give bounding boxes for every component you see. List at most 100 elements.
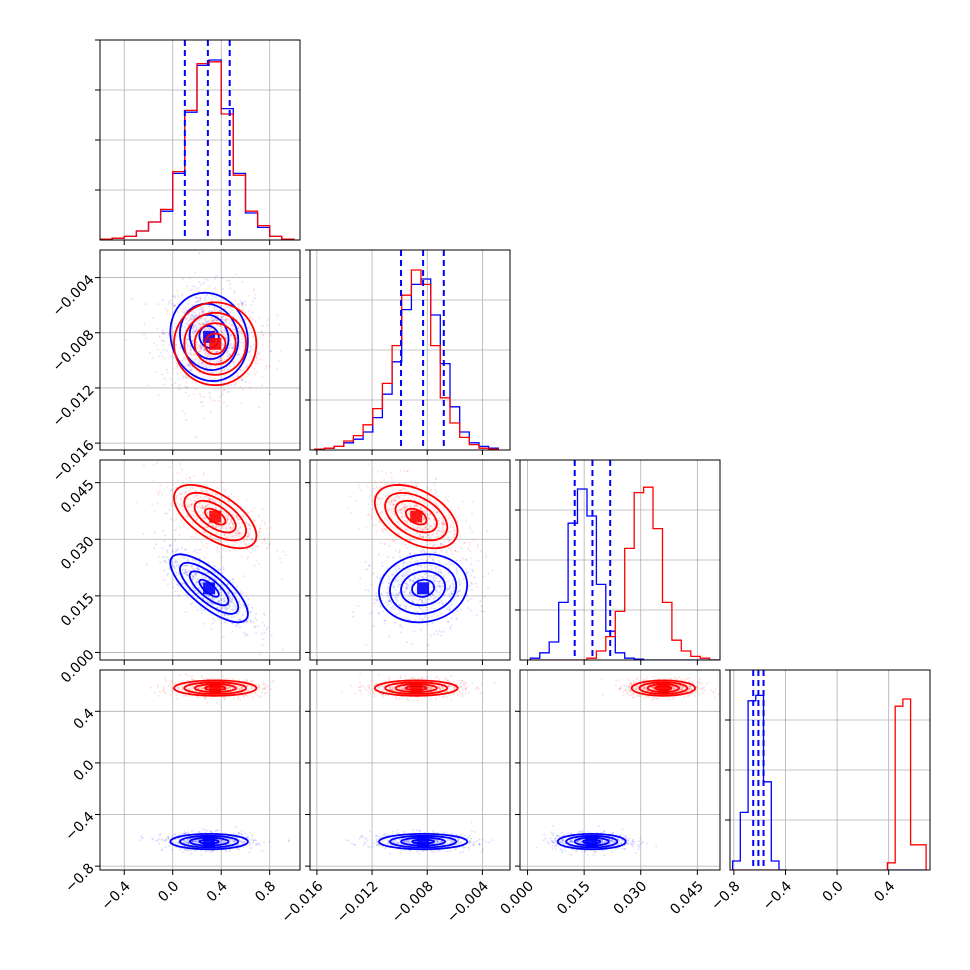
scatter-point	[411, 593, 414, 596]
scatter-point	[450, 617, 453, 620]
scatter-point	[242, 613, 245, 616]
scatter-point	[370, 515, 373, 518]
scatter-point	[430, 574, 433, 577]
scatter-point	[230, 616, 233, 619]
scatter-point	[202, 323, 205, 326]
scatter-point	[428, 555, 431, 558]
scatter-point	[238, 330, 241, 332]
scatter-point	[245, 633, 248, 636]
scatter-point	[247, 688, 250, 691]
scatter-point	[231, 535, 233, 537]
scatter-point	[203, 517, 206, 520]
scatter-point	[419, 533, 422, 535]
scatter-point	[235, 333, 238, 336]
scatter-point	[230, 520, 233, 523]
scatter-point	[208, 497, 211, 500]
scatter-point	[198, 311, 201, 314]
scatter-point	[460, 547, 463, 550]
scatter-point	[142, 464, 145, 467]
scatter-point	[207, 320, 210, 323]
scatter-point	[465, 519, 468, 522]
scatter-point	[155, 543, 158, 546]
scatter-point	[442, 527, 445, 530]
scatter-point	[254, 692, 257, 694]
scatter-point	[227, 353, 230, 356]
scatter-point	[214, 493, 217, 496]
scatter-point	[396, 600, 399, 603]
scatter-point	[196, 344, 199, 347]
scatter-point	[393, 580, 396, 583]
scatter-point	[229, 333, 232, 336]
histogram-red-1	[314, 269, 499, 450]
scatter-point	[242, 516, 244, 519]
scatter-point	[241, 303, 244, 306]
scatter-point	[435, 511, 438, 514]
contour-blue	[179, 561, 240, 615]
scatter-point	[192, 318, 195, 321]
scatter-point	[433, 577, 436, 580]
scatter-point	[169, 377, 171, 380]
scatter-point	[201, 505, 204, 508]
scatter-point	[238, 679, 241, 682]
scatter-point	[164, 307, 167, 310]
scatter-point	[206, 293, 209, 296]
scatter-point	[205, 495, 208, 497]
scatter-point	[241, 378, 243, 381]
scatter-point	[367, 589, 370, 592]
scatter-point	[433, 501, 436, 504]
scatter-point	[232, 522, 234, 525]
scatter-point	[192, 586, 195, 589]
scatter-point	[185, 477, 188, 480]
scatter-point	[414, 553, 417, 555]
scatter-point	[193, 330, 196, 332]
scatter-point	[192, 575, 195, 578]
scatter-point	[409, 571, 412, 574]
scatter-point	[200, 487, 203, 490]
scatter-point	[187, 674, 190, 677]
scatter-point	[387, 509, 390, 512]
scatter-point	[440, 588, 443, 591]
scatter-point	[245, 537, 248, 540]
scatter-point	[179, 505, 182, 508]
scatter-point	[183, 358, 185, 361]
scatter-point	[403, 582, 406, 585]
scatter-point	[469, 609, 472, 612]
scatter-point	[385, 519, 388, 522]
scatter-point	[183, 848, 186, 851]
scatter-point	[394, 596, 397, 599]
scatter-point	[219, 360, 222, 363]
scatter-point	[196, 566, 199, 568]
scatter-point	[218, 395, 221, 398]
scatter-point	[410, 494, 413, 497]
scatter-point	[401, 574, 403, 577]
scatter-point	[211, 617, 214, 620]
scatter-point	[223, 600, 226, 603]
scatter-point	[255, 632, 258, 635]
scatter-point	[163, 569, 166, 572]
scatter-point	[207, 595, 210, 598]
scatter-point	[196, 696, 199, 699]
scatter-point	[187, 394, 190, 397]
scatter-point	[184, 365, 187, 368]
scatter-point	[409, 505, 412, 507]
scatter-point	[449, 526, 452, 529]
scatter-point	[364, 589, 367, 592]
scatter-point	[195, 324, 198, 327]
scatter-point	[230, 528, 233, 531]
scatter-point	[254, 361, 257, 364]
scatter-point	[357, 605, 360, 608]
scatter-point	[236, 612, 238, 615]
scatter-point	[222, 547, 225, 550]
scatter-point	[177, 332, 179, 335]
scatter-point	[203, 328, 206, 330]
scatter-point	[206, 338, 209, 341]
scatter-point	[237, 518, 239, 521]
scatter-point	[199, 297, 202, 300]
scatter-point	[203, 317, 206, 320]
scatter-point	[380, 469, 383, 472]
scatter-point	[231, 686, 234, 689]
scatter-point	[243, 514, 246, 517]
scatter-point	[426, 514, 429, 517]
scatter-point	[208, 305, 211, 307]
scatter-point	[216, 546, 219, 549]
